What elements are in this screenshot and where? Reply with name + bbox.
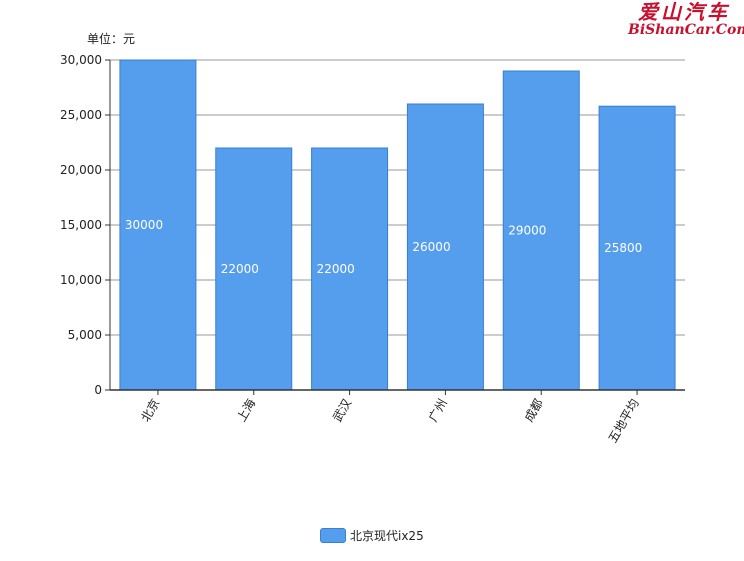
data-label: 22000: [317, 262, 355, 276]
bar: [215, 147, 293, 391]
x-tick-label: 五地平均: [606, 397, 642, 446]
gridlines: [110, 59, 685, 336]
bar: [406, 103, 484, 391]
y-tick-label: 0: [94, 383, 102, 397]
x-tick-label: 广州: [426, 397, 450, 425]
y-tick-label: 25,000: [60, 108, 102, 122]
bar: [598, 105, 676, 391]
legend: 北京现代ix25: [320, 527, 424, 544]
bar: [311, 147, 389, 391]
legend-swatch: [320, 528, 346, 543]
y-tick-label: 15,000: [60, 218, 102, 232]
data-label: 26000: [412, 240, 450, 254]
x-tick-label: 上海: [233, 396, 258, 424]
data-label: 29000: [508, 224, 546, 238]
bar: [502, 70, 580, 391]
watermark-logo: 爱山汽车 BiShanCar.Com: [628, 0, 744, 38]
unit-label: 单位：元: [87, 31, 135, 46]
y-tick-label: 5,000: [68, 328, 102, 342]
x-tick-label: 武汉: [330, 397, 354, 425]
y-tick-label: 10,000: [60, 273, 102, 287]
x-tick-label: 成都: [522, 397, 546, 425]
x-tick-label: 北京: [138, 397, 162, 425]
bars: 30000 22000 22000 26000 29000 25800: [119, 59, 676, 391]
watermark-english: BiShanCar.Com: [628, 22, 744, 38]
data-label: 25800: [604, 241, 642, 255]
legend-label: 北京现代ix25: [350, 529, 424, 543]
data-label: 30000: [125, 218, 163, 232]
data-label: 22000: [221, 262, 259, 276]
y-tick-label: 20,000: [60, 163, 102, 177]
y-tick-label: 30,000: [60, 53, 102, 67]
watermark-chinese: 爱山汽车: [638, 0, 730, 24]
